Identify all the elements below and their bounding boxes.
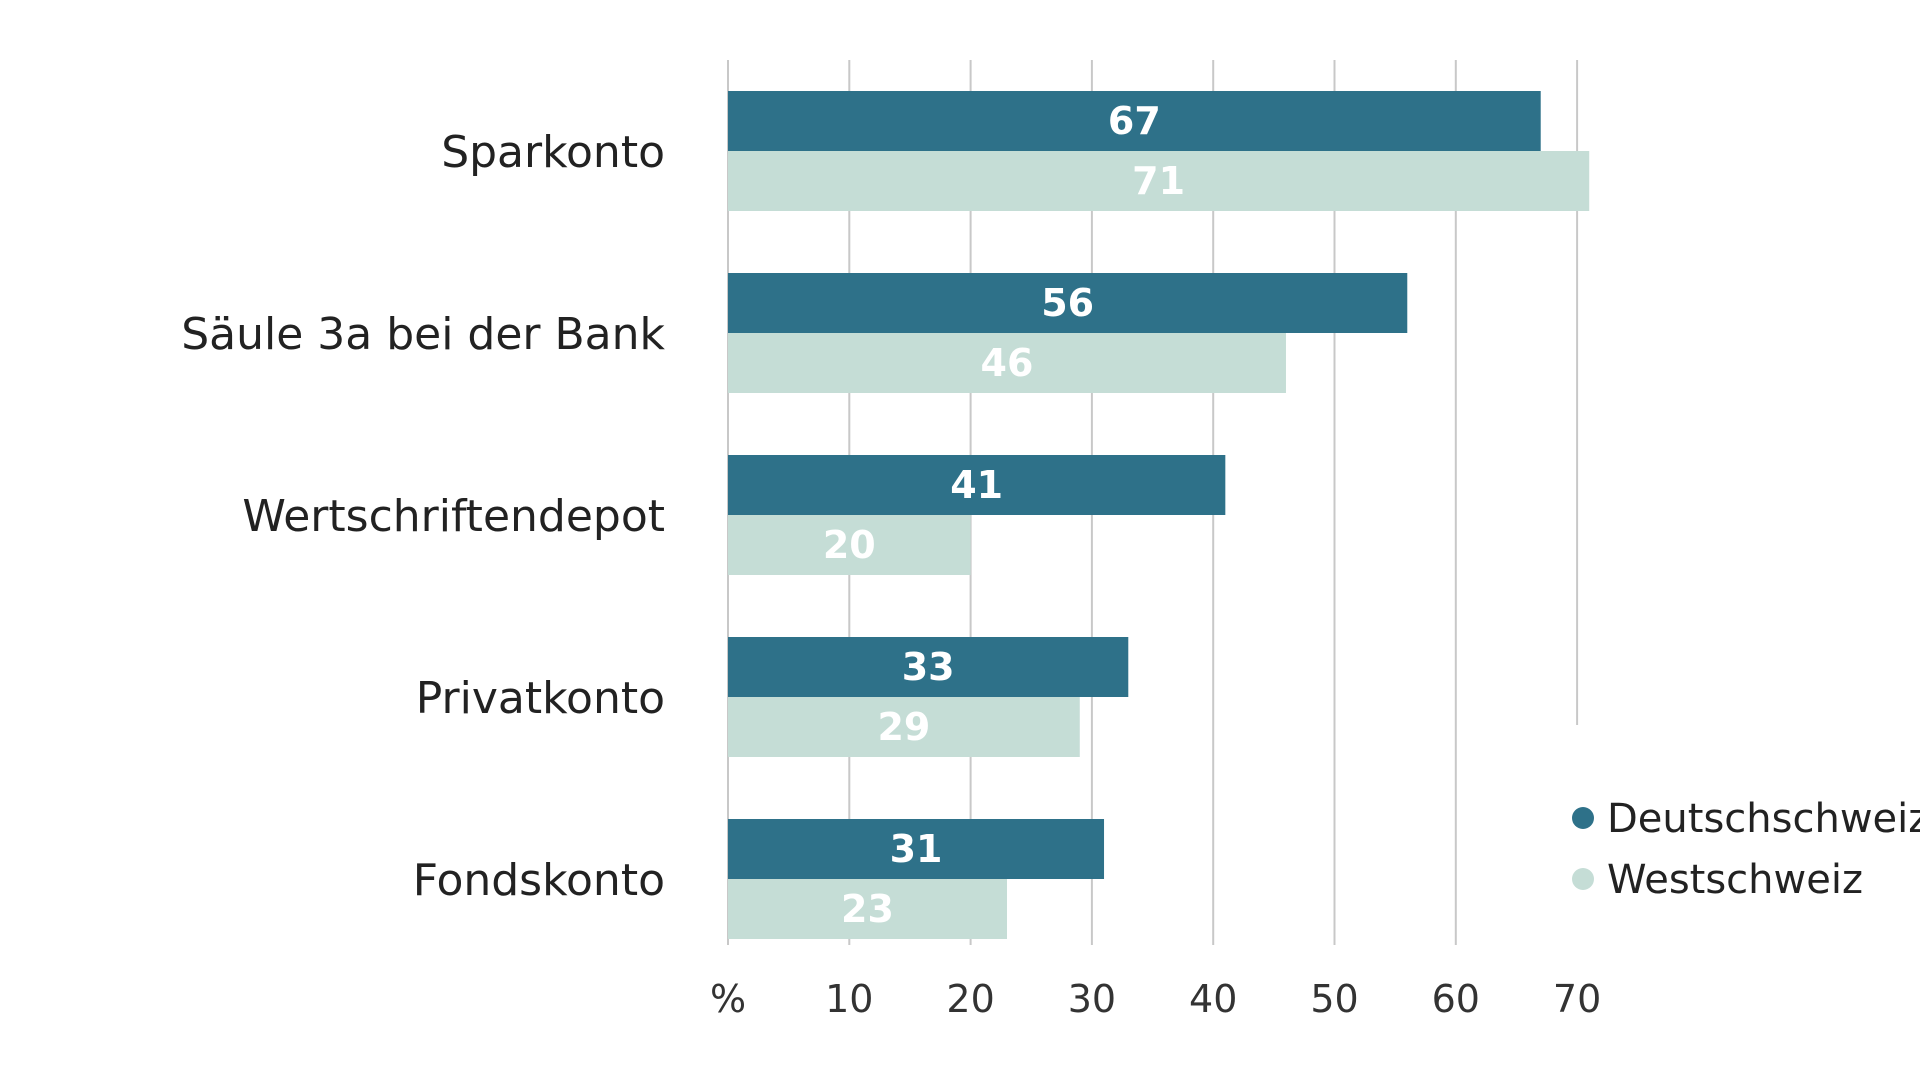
bar-value-label: 56 bbox=[1041, 281, 1094, 325]
legend-label: Deutschschweiz bbox=[1607, 796, 1920, 842]
legend-marker bbox=[1572, 868, 1594, 890]
bar-value-label: 71 bbox=[1132, 159, 1185, 203]
bar-value-label: 33 bbox=[902, 645, 955, 689]
bar bbox=[728, 455, 1226, 515]
bar-value-label: 41 bbox=[950, 463, 1003, 507]
bar bbox=[728, 273, 1408, 333]
legend-marker bbox=[1572, 807, 1594, 829]
category-label: Säule 3a bei der Bank bbox=[181, 309, 665, 360]
bar bbox=[728, 879, 1007, 939]
bar-value-label: 29 bbox=[877, 705, 930, 749]
category-label: Wertschriftendepot bbox=[242, 491, 665, 542]
bar-value-label: 20 bbox=[823, 523, 876, 567]
bar bbox=[728, 819, 1105, 879]
bar-value-label: 31 bbox=[890, 827, 943, 871]
bar bbox=[728, 151, 1590, 211]
bar-value-label: 46 bbox=[981, 341, 1034, 385]
x-tick-label: 70 bbox=[1553, 977, 1601, 1021]
x-tick-label: 60 bbox=[1432, 977, 1480, 1021]
x-tick-label: % bbox=[710, 977, 746, 1021]
bar-value-label: 67 bbox=[1108, 99, 1161, 143]
category-label: Fondskonto bbox=[413, 855, 665, 906]
x-tick-label: 30 bbox=[1068, 977, 1116, 1021]
bar bbox=[728, 91, 1541, 151]
bar-value-label: 23 bbox=[841, 887, 894, 931]
category-label: Sparkonto bbox=[441, 127, 665, 178]
x-tick-label: 10 bbox=[825, 977, 873, 1021]
bar bbox=[728, 637, 1129, 697]
category-label: Privatkonto bbox=[416, 673, 665, 724]
x-tick-label: 50 bbox=[1310, 977, 1358, 1021]
bar bbox=[728, 333, 1286, 393]
legend-label: Westschweiz bbox=[1607, 857, 1863, 903]
x-tick-label: 20 bbox=[946, 977, 994, 1021]
x-tick-label: 40 bbox=[1189, 977, 1237, 1021]
bar bbox=[728, 697, 1080, 757]
bar bbox=[728, 515, 971, 575]
